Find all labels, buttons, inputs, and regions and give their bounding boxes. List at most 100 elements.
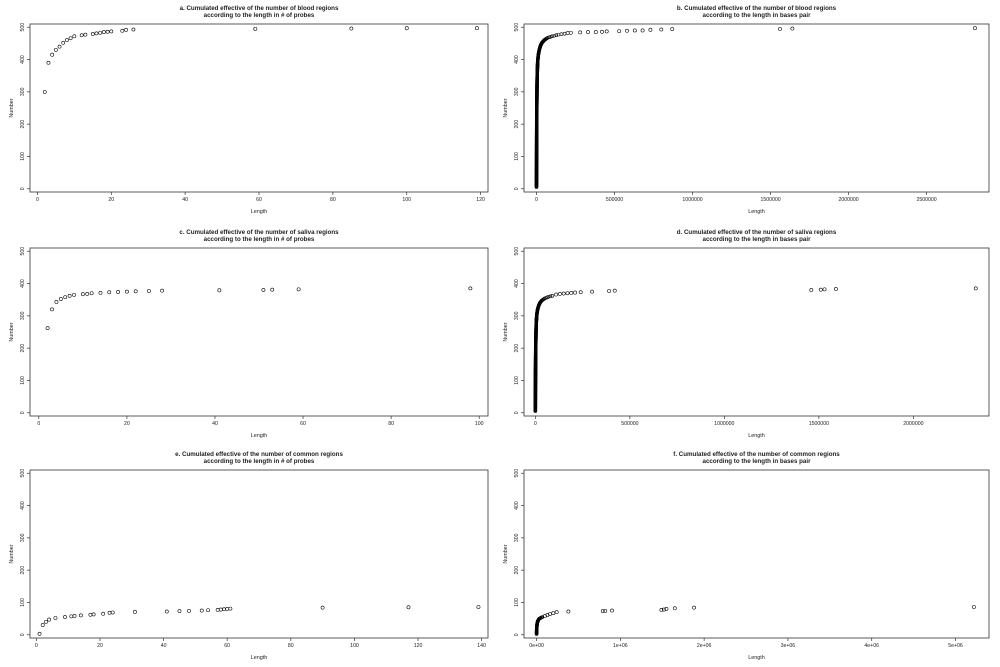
- x-tick-label: 1000000: [714, 421, 734, 427]
- data-point: [349, 26, 354, 31]
- x-tick-label: 20: [97, 643, 103, 649]
- y-axis-label: Number: [503, 98, 509, 117]
- x-tick-label: 0: [36, 197, 39, 203]
- data-point: [222, 607, 226, 612]
- plot-frame: [29, 247, 489, 417]
- y-tick-label: 0: [20, 411, 26, 414]
- x-tick-label: 500000: [606, 197, 623, 203]
- data-point: [476, 605, 481, 609]
- data-point: [217, 288, 222, 293]
- data-point: [600, 29, 604, 34]
- data-point: [640, 28, 645, 33]
- data-point: [124, 289, 129, 294]
- plot-frame: [523, 23, 990, 193]
- x-tick-label: 120: [414, 643, 423, 649]
- data-point-dense: [550, 34, 554, 39]
- chart-title-line1: b. Cumulated effective of the number of …: [677, 5, 837, 12]
- data-point: [65, 38, 69, 43]
- data-point-dense: [545, 36, 550, 40]
- chart-title-line1: e. Cumulated effective of the number of …: [175, 451, 343, 458]
- data-point: [164, 609, 169, 614]
- data-point: [187, 608, 191, 613]
- data-point: [45, 326, 50, 331]
- data-point: [42, 89, 47, 94]
- x-tick-label: 80: [388, 421, 394, 427]
- x-tick-label: 1e+06: [613, 643, 628, 649]
- y-tick-label: 100: [20, 376, 26, 385]
- y-tick-label: 300: [514, 311, 520, 320]
- x-tick-label: 100: [402, 197, 411, 203]
- data-point: [107, 610, 112, 615]
- data-point: [573, 290, 577, 295]
- y-axis-label: Number: [503, 544, 509, 563]
- y-tick-label: 0: [514, 411, 520, 414]
- x-tick-label: 0: [35, 643, 38, 649]
- x-axis-label: Length: [251, 655, 268, 661]
- data-point: [91, 612, 96, 617]
- y-tick-label: 200: [20, 566, 26, 575]
- x-tick-label: 2500000: [916, 197, 936, 203]
- x-tick-label: 500000: [621, 421, 638, 427]
- chart-title-line2: according to the length in bases pair: [703, 458, 812, 465]
- chart-title-line2: according to the length in bases pair: [703, 236, 812, 243]
- data-point: [88, 612, 93, 617]
- chart-panel-f: f. Cumulated effective of the number of …: [503, 451, 990, 661]
- y-axis-label: Number: [9, 322, 15, 341]
- y-tick-label: 500: [514, 23, 520, 32]
- data-point: [320, 605, 325, 610]
- x-tick-label: 100: [350, 643, 359, 649]
- data-point: [40, 623, 45, 627]
- data-point: [692, 605, 696, 610]
- y-tick-label: 500: [514, 247, 520, 256]
- data-point: [554, 610, 559, 615]
- data-point: [973, 26, 977, 31]
- data-point: [69, 614, 74, 619]
- data-point-dense: [546, 295, 551, 299]
- data-point: [561, 291, 566, 296]
- y-tick-label: 0: [514, 187, 520, 190]
- data-point: [46, 60, 51, 65]
- data-point: [215, 607, 220, 612]
- data-point: [972, 605, 976, 609]
- chart-title-line2: according to the length in # of probes: [204, 458, 315, 465]
- chart-title-line2: according to the length in # of probes: [204, 12, 315, 19]
- x-tick-label: 120: [476, 197, 485, 203]
- y-tick-label: 100: [514, 152, 520, 161]
- x-tick-label: 2000000: [903, 421, 923, 427]
- data-point: [617, 29, 622, 34]
- data-point: [78, 613, 83, 618]
- x-tick-label: 1000000: [682, 197, 702, 203]
- plot-frame: [523, 247, 990, 417]
- data-point: [58, 297, 63, 301]
- x-axis-label: Length: [251, 209, 268, 215]
- x-tick-label: 0: [37, 421, 40, 427]
- chart-panel-e: e. Cumulated effective of the number of …: [9, 451, 489, 661]
- data-point: [778, 26, 782, 31]
- data-point: [89, 291, 94, 296]
- chart-title-line1: c. Cumulated effective of the number of …: [179, 229, 339, 236]
- x-tick-label: 4e+06: [864, 643, 879, 649]
- x-tick-label: 40: [182, 197, 188, 203]
- x-tick-label: 40: [161, 643, 167, 649]
- data-point: [578, 30, 583, 35]
- data-point: [468, 286, 473, 291]
- data-point: [569, 291, 574, 295]
- data-point: [98, 291, 103, 295]
- data-point: [790, 26, 795, 31]
- chart-title-line1: f. Cumulated effective of the number of …: [673, 451, 840, 458]
- y-tick-label: 200: [20, 120, 26, 129]
- y-tick-label: 500: [514, 469, 520, 478]
- data-point: [610, 608, 614, 613]
- y-tick-label: 400: [20, 501, 26, 510]
- data-point: [124, 27, 128, 32]
- data-point: [604, 29, 609, 34]
- y-tick-label: 400: [514, 55, 520, 64]
- data-point: [72, 34, 77, 39]
- data-point: [63, 295, 68, 300]
- chart-panel-c: c. Cumulated effective of the number of …: [9, 229, 489, 439]
- plot-frame: [29, 469, 489, 639]
- data-point: [607, 289, 611, 293]
- x-tick-label: 80: [330, 197, 336, 203]
- data-point: [662, 607, 666, 612]
